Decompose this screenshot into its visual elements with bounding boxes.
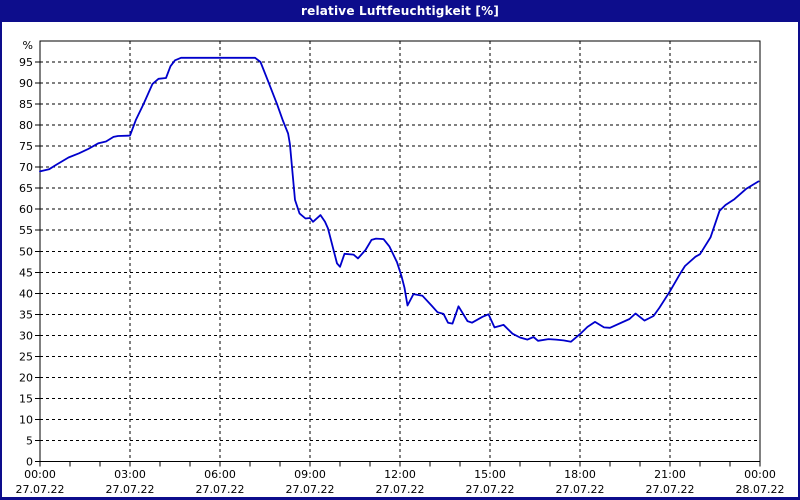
y-tick-label: 75 (19, 140, 33, 153)
x-date-label: 27.07.22 (16, 483, 65, 496)
x-date-label: 27.07.22 (556, 483, 605, 496)
chart-title: relative Luftfeuchtigkeit [%] (300, 4, 500, 18)
y-tick-label: 25 (19, 350, 33, 363)
x-date-label: 27.07.22 (286, 483, 335, 496)
window-border-left (0, 0, 2, 500)
x-time-label: 00:00 (24, 468, 56, 481)
x-date-label: 27.07.22 (466, 483, 515, 496)
x-date-label: 27.07.22 (646, 483, 695, 496)
x-time-label: 00:00 (744, 468, 776, 481)
y-tick-label: 30 (19, 329, 33, 342)
y-tick-label: 0 (26, 456, 33, 469)
y-tick-label: 50 (19, 245, 33, 258)
y-tick-label: 40 (19, 287, 33, 300)
x-time-label: 09:00 (294, 468, 326, 481)
y-tick-label: 5 (26, 434, 33, 447)
y-tick-label: 85 (19, 98, 33, 111)
y-tick-label: 95 (19, 56, 33, 69)
y-tick-label: 15 (19, 392, 33, 405)
humidity-line (39, 56, 760, 343)
y-tick-label: 70 (19, 161, 33, 174)
y-tick-label: 80 (19, 119, 33, 132)
x-date-label: 28.07.22 (736, 483, 785, 496)
title-bar: relative Luftfeuchtigkeit [%] (0, 0, 800, 22)
y-tick-label: 55 (19, 224, 33, 237)
y-axis-unit-label: % (23, 39, 33, 52)
y-tick-label: 35 (19, 308, 33, 321)
x-time-label: 12:00 (384, 468, 416, 481)
x-time-label: 18:00 (564, 468, 596, 481)
x-date-label: 27.07.22 (196, 483, 245, 496)
x-date-label: 27.07.22 (106, 483, 155, 496)
x-time-label: 21:00 (654, 468, 686, 481)
y-tick-label: 20 (19, 371, 33, 384)
y-tick-label: 10 (19, 413, 33, 426)
y-tick-label: 60 (19, 203, 33, 216)
x-date-label: 27.07.22 (376, 483, 425, 496)
x-time-label: 03:00 (114, 468, 146, 481)
y-tick-label: 65 (19, 182, 33, 195)
plot-border (39, 40, 761, 462)
humidity-chart: 0 5 10 15 20 25 30 35 40 45 50 55 60 65 70 75 80 85 90 95% 0… (16, 39, 785, 496)
x-time-label: 06:00 (204, 468, 236, 481)
y-tick-label: 90 (19, 77, 33, 90)
x-time-label: 15:00 (474, 468, 506, 481)
window-border-bottom (0, 497, 800, 500)
window-border-right (798, 0, 800, 500)
y-tick-label: 45 (19, 266, 33, 279)
